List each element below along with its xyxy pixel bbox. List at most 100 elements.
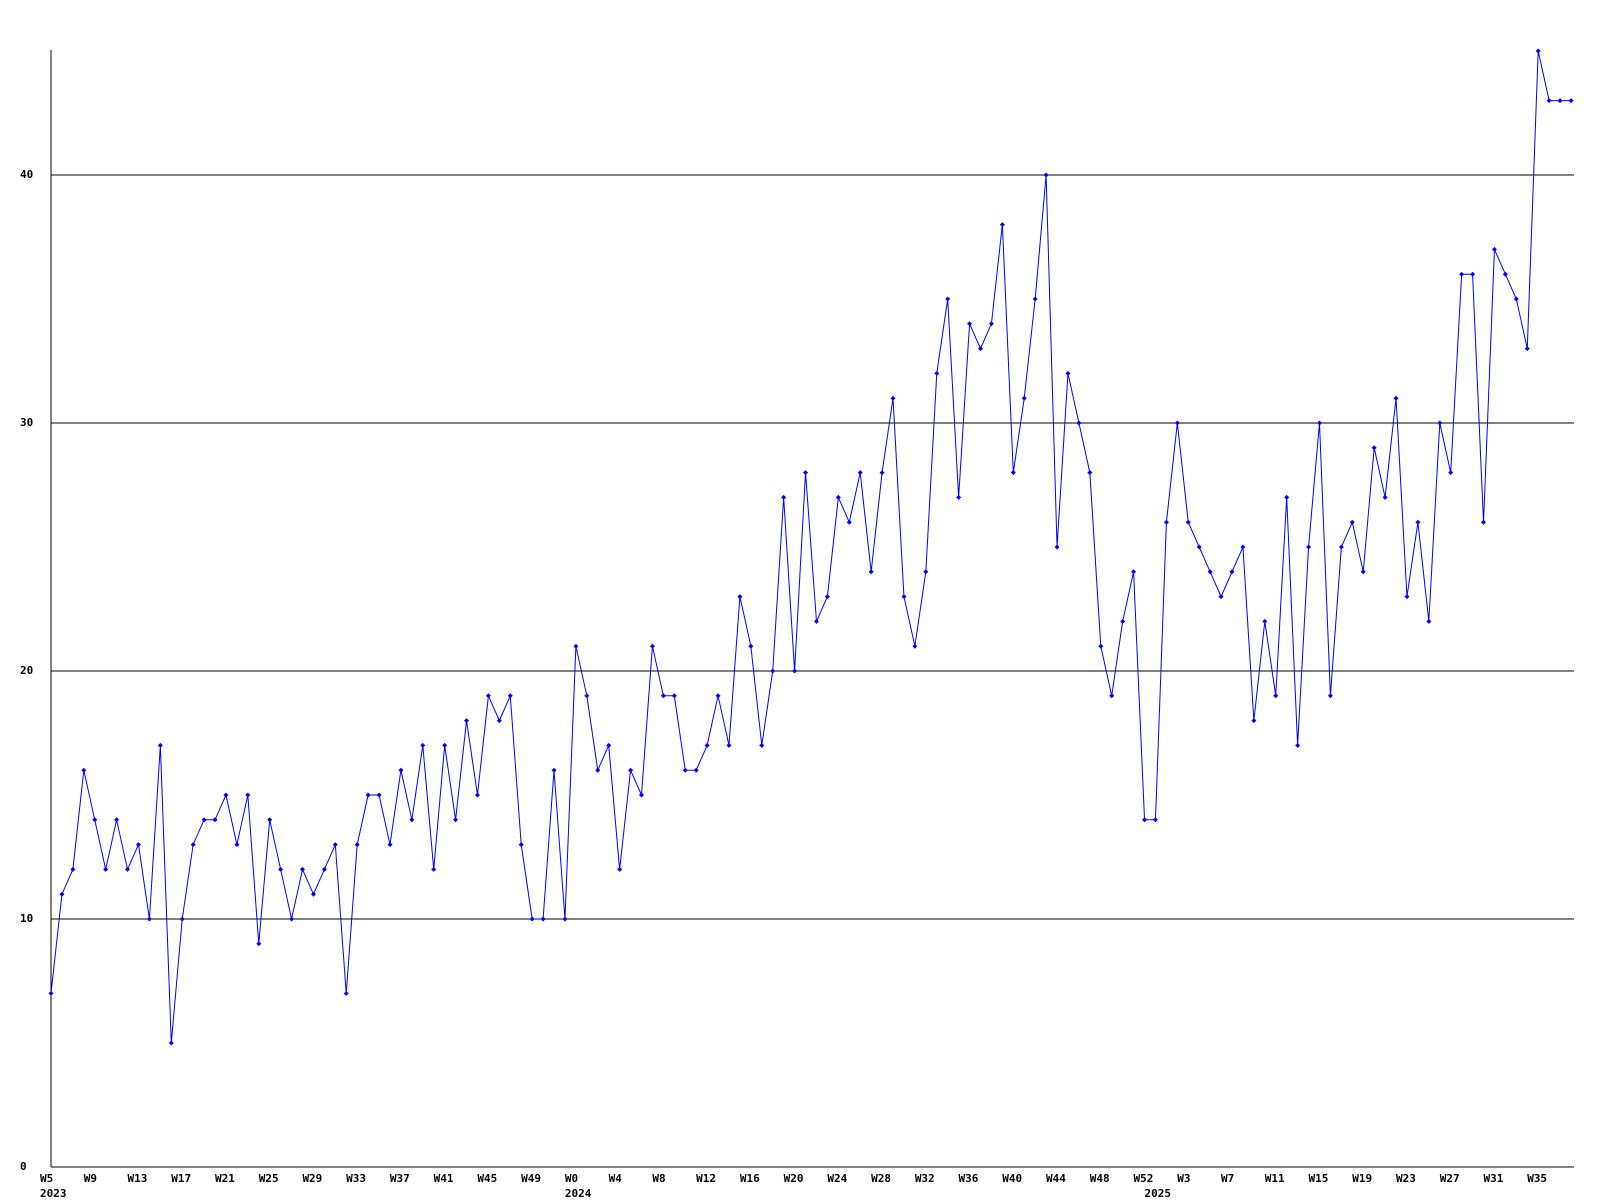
y-tick-label: 30: [20, 416, 33, 429]
point: [1010, 470, 1016, 476]
y-tick-label: 40: [20, 168, 33, 181]
point: [135, 842, 141, 848]
x-tick-label: W5: [40, 1172, 53, 1185]
x-tick-label: W49: [521, 1172, 541, 1185]
x-tick-label: W11: [1265, 1172, 1285, 1185]
point: [1557, 98, 1563, 104]
x-tick-label: W13: [127, 1172, 147, 1185]
point: [157, 742, 163, 748]
point: [1338, 544, 1344, 550]
x-tick-label: W37: [390, 1172, 410, 1185]
x-tick-label: W28: [871, 1172, 891, 1185]
point: [1306, 544, 1312, 550]
point: [332, 842, 338, 848]
point: [48, 990, 54, 996]
x-tick-label: W25: [259, 1172, 279, 1185]
x-tick-label: W23: [1396, 1172, 1416, 1185]
point: [1054, 544, 1060, 550]
point: [201, 817, 207, 823]
point: [923, 569, 929, 575]
x-tick-label: W33: [346, 1172, 366, 1185]
point: [431, 866, 437, 872]
point: [485, 693, 491, 699]
point: [770, 668, 776, 674]
point: [464, 718, 470, 724]
point: [518, 842, 524, 848]
point: [1207, 569, 1213, 575]
point: [617, 866, 623, 872]
point: [704, 742, 710, 748]
y-tick-label: 10: [20, 912, 33, 925]
point: [179, 916, 185, 922]
point: [1109, 693, 1115, 699]
point: [901, 594, 907, 600]
point: [737, 594, 743, 600]
point: [212, 817, 218, 823]
point: [103, 866, 109, 872]
point: [114, 817, 120, 823]
point: [781, 494, 787, 500]
point: [551, 767, 557, 773]
point: [649, 643, 655, 649]
point: [70, 866, 76, 872]
point: [1120, 618, 1126, 624]
point: [1404, 594, 1410, 600]
point: [1098, 643, 1104, 649]
point: [190, 842, 196, 848]
point: [693, 767, 699, 773]
point: [803, 470, 809, 476]
point: [1491, 246, 1497, 252]
point: [409, 817, 415, 823]
point: [748, 643, 754, 649]
x-tick-label: W48: [1090, 1172, 1110, 1185]
point: [759, 742, 765, 748]
x-tick-label: W32: [915, 1172, 935, 1185]
point: [354, 842, 360, 848]
x-tick-label: W24: [827, 1172, 847, 1185]
point: [1327, 693, 1333, 699]
point: [857, 470, 863, 476]
point: [168, 1040, 174, 1046]
point: [1295, 742, 1301, 748]
point: [146, 916, 152, 922]
point: [256, 941, 262, 947]
point: [824, 594, 830, 600]
point: [278, 866, 284, 872]
x-tick-label: W52: [1134, 1172, 1154, 1185]
point: [628, 767, 634, 773]
point: [967, 321, 973, 327]
point: [977, 346, 983, 352]
point: [1174, 420, 1180, 426]
point: [507, 693, 513, 699]
point: [1437, 420, 1443, 426]
point: [1568, 98, 1574, 104]
point: [573, 643, 579, 649]
point: [1076, 420, 1082, 426]
point: [1262, 618, 1268, 624]
x-tick-label: W15: [1308, 1172, 1328, 1185]
point: [671, 693, 677, 699]
point: [1218, 594, 1224, 600]
point: [540, 916, 546, 922]
x-tick-label: W9: [84, 1172, 97, 1185]
point: [1273, 693, 1279, 699]
point: [1415, 519, 1421, 525]
y-tick-label: 20: [20, 664, 33, 677]
point: [1546, 98, 1552, 104]
point: [912, 643, 918, 649]
point: [868, 569, 874, 575]
point: [1251, 718, 1257, 724]
point: [1196, 544, 1202, 550]
point: [606, 742, 612, 748]
point: [1535, 48, 1541, 54]
x-tick-label: W35: [1527, 1172, 1547, 1185]
point: [1142, 817, 1148, 823]
point: [660, 693, 666, 699]
y-tick-label: 0: [20, 1160, 27, 1173]
x-tick-label: W0: [565, 1172, 578, 1185]
point: [934, 370, 940, 376]
x-year-label: 2023: [40, 1187, 67, 1200]
x-tick-label: W44: [1046, 1172, 1066, 1185]
x-tick-label: W41: [434, 1172, 454, 1185]
